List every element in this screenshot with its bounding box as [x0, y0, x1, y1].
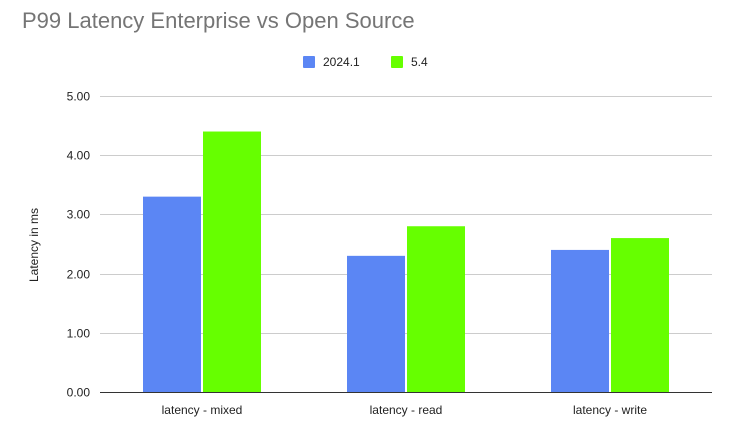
y-axis-title: Latency in ms [27, 208, 41, 282]
legend-swatch [303, 56, 315, 68]
bar [551, 249, 609, 392]
y-tick-label: 1.00 [67, 327, 91, 341]
legend: 2024.1 5.4 [303, 55, 428, 69]
legend-swatch [391, 56, 403, 68]
y-tick-label: 4.00 [67, 149, 91, 163]
y-tick-label: 3.00 [67, 208, 91, 222]
x-category-label: latency - write [573, 403, 647, 417]
y-tick-label: 0.00 [67, 386, 91, 400]
x-category-label: latency - mixed [162, 403, 243, 417]
gridlines [100, 96, 712, 334]
bar [203, 131, 261, 392]
chart-title: P99 Latency Enterprise vs Open Source [22, 8, 415, 33]
bar [143, 196, 201, 392]
x-category-label: latency - read [370, 403, 443, 417]
y-axis-ticks: 0.00 1.00 2.00 3.00 4.00 5.00 [67, 90, 91, 400]
bar [407, 226, 465, 392]
bars [143, 131, 669, 392]
x-axis-labels: latency - mixed latency - read latency - w… [162, 403, 648, 417]
y-tick-label: 5.00 [67, 90, 91, 104]
legend-label: 5.4 [411, 55, 428, 69]
y-tick-label: 2.00 [67, 268, 91, 282]
bar [611, 238, 669, 392]
bar [347, 255, 405, 392]
legend-label: 2024.1 [323, 55, 360, 69]
